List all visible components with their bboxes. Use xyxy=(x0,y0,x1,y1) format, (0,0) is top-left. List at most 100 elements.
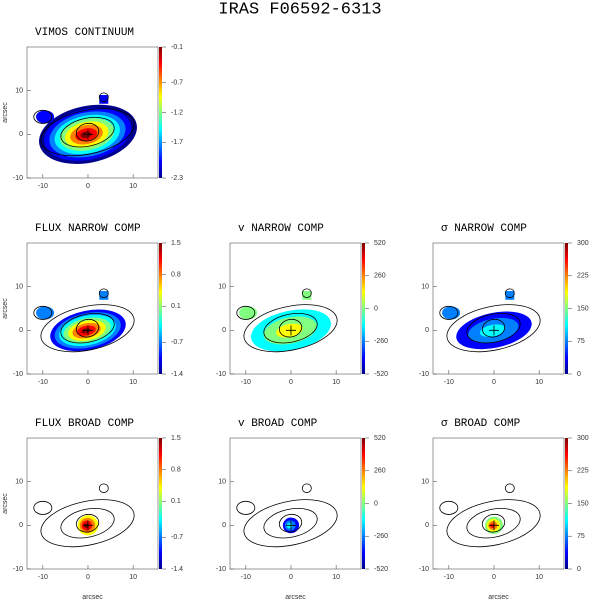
contours xyxy=(40,499,135,548)
colorbar-tick-label: 0 xyxy=(577,371,581,378)
contours xyxy=(446,499,541,548)
plot-frame xyxy=(432,242,565,375)
contour xyxy=(40,304,135,353)
colorbar-tick-label: 520 xyxy=(374,435,386,442)
colorbar-tick-label: 0.8 xyxy=(171,271,181,278)
figure-title: IRAS F06592-6313 xyxy=(218,0,381,19)
contour xyxy=(466,508,521,539)
y-tick-label: -10 xyxy=(216,566,226,573)
colorbar-tick-label: -1.4 xyxy=(171,566,183,573)
contour xyxy=(60,313,115,344)
colorbar-tick-label: 300 xyxy=(577,435,589,442)
colorbar-tick-label: 150 xyxy=(577,305,589,312)
contour xyxy=(98,92,109,102)
map-region xyxy=(302,291,312,300)
center-cross xyxy=(488,325,499,336)
panel-title: v NARROW COMP xyxy=(238,223,324,235)
colorbar xyxy=(362,438,365,569)
contour xyxy=(40,499,135,548)
contour xyxy=(236,500,256,515)
y-axis-label: arcsec xyxy=(2,493,9,514)
plot-frame xyxy=(26,437,159,570)
colorbar-tick-label: -1.4 xyxy=(171,371,183,378)
y-tick-label: 0 xyxy=(19,522,23,529)
contour xyxy=(98,288,109,298)
y-tick-label: 10 xyxy=(15,284,23,291)
map-region xyxy=(505,291,515,300)
contour xyxy=(60,117,115,148)
contours xyxy=(40,304,135,353)
colorbar-tick-label: -2.3 xyxy=(171,175,183,182)
x-axis-label: arcsec xyxy=(82,594,103,601)
map-region xyxy=(36,306,55,320)
center-cross xyxy=(82,325,93,336)
y-tick-label: 0 xyxy=(19,131,23,138)
x-tick-label: 10 xyxy=(535,574,543,581)
y-tick-label: -10 xyxy=(13,371,23,378)
contour xyxy=(33,109,53,124)
colorbar-tick-label: -520 xyxy=(374,371,388,378)
plot-frame xyxy=(229,437,362,570)
y-tick-label: 10 xyxy=(218,284,226,291)
colorbar-tick-label: -1.2 xyxy=(171,109,183,116)
y-tick-label: 10 xyxy=(421,479,429,486)
y-tick-label: 0 xyxy=(222,327,226,334)
colorbar-tick-label: 0 xyxy=(374,305,378,312)
y-tick-label: -10 xyxy=(13,566,23,573)
contour xyxy=(236,305,256,320)
colorbar xyxy=(159,438,162,569)
panel: VIMOS CONTINUUM -10 0 10 -10 0 10 arcsec -0.1 -0.… xyxy=(2,27,183,190)
contour xyxy=(33,305,53,320)
contour xyxy=(301,288,312,298)
contour xyxy=(243,304,338,353)
contour xyxy=(301,483,312,493)
colorbar-tick-label: 0 xyxy=(577,566,581,573)
panel-title: σ NARROW COMP xyxy=(441,223,527,235)
map-region xyxy=(99,95,109,104)
colorbar-tick-label: 0.8 xyxy=(171,466,181,473)
map-region xyxy=(239,306,258,320)
contours xyxy=(243,304,338,353)
colorbar-tick-label: -0.7 xyxy=(171,534,183,541)
x-tick-label: 0 xyxy=(86,379,90,386)
map-region xyxy=(81,328,91,334)
x-tick-label: -10 xyxy=(444,379,454,386)
contour xyxy=(439,305,459,320)
plot-frame xyxy=(432,437,565,570)
panel: FLUX NARROW COMP -10 0 10 -10 0 10 arcsec 1.5 0.8… xyxy=(2,223,183,386)
center-cross xyxy=(285,325,296,336)
x-tick-label: -10 xyxy=(241,574,251,581)
x-tick-label: 10 xyxy=(129,379,137,386)
colorbar-tick-label: 75 xyxy=(577,533,585,540)
colorbar xyxy=(362,243,365,374)
y-axis-label: arcsec xyxy=(2,102,9,123)
colorbar-tick-label: -0.7 xyxy=(171,80,183,87)
y-tick-label: 0 xyxy=(19,327,23,334)
y-tick-label: 0 xyxy=(222,522,226,529)
x-tick-label: 10 xyxy=(129,574,137,581)
contour xyxy=(446,499,541,548)
center-cross xyxy=(82,129,93,140)
y-tick-label: 10 xyxy=(421,284,429,291)
x-tick-label: 10 xyxy=(129,183,137,190)
x-tick-label: 10 xyxy=(535,379,543,386)
map-region xyxy=(442,306,461,320)
colorbar xyxy=(159,243,162,374)
colorbar-tick-label: -520 xyxy=(374,566,388,573)
plot-frame xyxy=(26,242,159,375)
colorbar-tick-label: -0.1 xyxy=(171,44,183,51)
x-tick-label: 0 xyxy=(289,574,293,581)
panel: σ NARROW COMP -10 0 10 -10 0 10 300 225 150 75 0 xyxy=(419,223,589,386)
contour xyxy=(98,483,109,493)
contour xyxy=(75,122,100,142)
colorbar-tick-label: 300 xyxy=(577,240,589,247)
colorbar-tick-label: 0 xyxy=(374,500,378,507)
contour xyxy=(446,304,541,353)
colorbar-tick-label: 150 xyxy=(577,500,589,507)
y-tick-label: 0 xyxy=(425,327,429,334)
contour xyxy=(466,313,521,344)
contour xyxy=(481,513,506,533)
plot-frame xyxy=(229,242,362,375)
colorbar-tick-label: 225 xyxy=(577,468,589,475)
